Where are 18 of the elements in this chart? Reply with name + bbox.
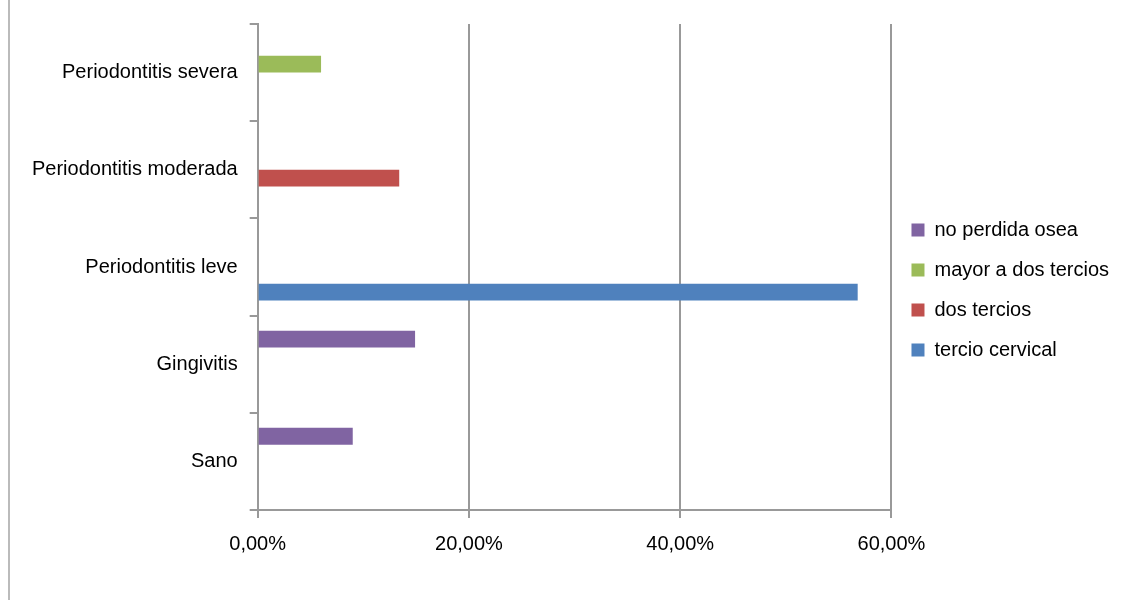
- legend-label: mayor a dos tercios: [934, 257, 1109, 280]
- x-tick-label: 60,00%: [857, 531, 926, 554]
- bar: [258, 427, 353, 445]
- y-tick-label: Sano: [190, 448, 238, 471]
- y-tick-label: Gingivitis: [156, 351, 238, 374]
- y-tick-label: Periodontitis leve: [85, 254, 238, 277]
- bar: [258, 330, 416, 348]
- legend-label: tercio cervical: [934, 337, 1057, 360]
- x-tick-label: 40,00%: [646, 531, 715, 554]
- x-tick-label: 0,00%: [229, 531, 287, 554]
- bar: [258, 55, 322, 73]
- legend-label: dos tercios: [934, 297, 1032, 320]
- y-tick-label: Periodontitis moderada: [31, 157, 239, 180]
- bar: [258, 283, 858, 301]
- y-tick-label: Periodontitis severa: [62, 60, 239, 83]
- bar: [258, 169, 400, 187]
- x-tick-label: 20,00%: [435, 531, 504, 554]
- legend-label: no perdida osea: [934, 217, 1079, 240]
